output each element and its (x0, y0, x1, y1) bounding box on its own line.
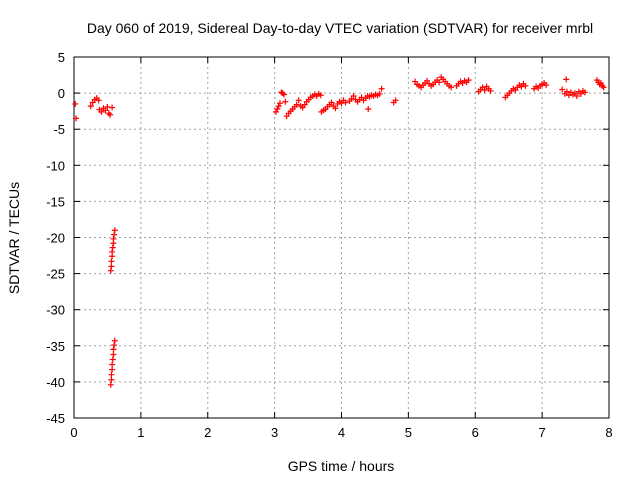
data-point (109, 244, 116, 251)
x-tick-label: 4 (338, 425, 345, 440)
data-point (107, 267, 114, 274)
data-point (342, 99, 349, 106)
x-tick-label: 6 (472, 425, 479, 440)
data-point (563, 88, 570, 95)
x-tick-label: 5 (405, 425, 412, 440)
data-points (72, 74, 607, 388)
data-point (328, 99, 335, 106)
x-tick-label: 3 (271, 425, 278, 440)
data-point (600, 84, 607, 91)
data-point (102, 107, 109, 114)
data-point (274, 105, 281, 112)
data-point (109, 248, 116, 255)
gridlines (74, 57, 609, 418)
x-axis-label: GPS time / hours (288, 458, 395, 474)
y-tick-label: -25 (46, 267, 65, 282)
data-point (481, 87, 488, 94)
data-point (110, 235, 117, 242)
data-point (317, 92, 324, 99)
data-point (487, 87, 494, 94)
y-tick-label: -10 (46, 158, 65, 173)
x-tick-labels: 0 1 2 3 4 5 6 7 8 (70, 425, 612, 440)
chart-title: Day 060 of 2019, Sidereal Day-to-day VTE… (87, 20, 593, 36)
data-point (108, 371, 115, 378)
x-tick-label: 8 (605, 425, 612, 440)
y-tick-label: -20 (46, 231, 65, 246)
data-point (108, 258, 115, 265)
data-point (272, 108, 279, 115)
y-axis-label: SDTVAR / TECUs (6, 182, 22, 294)
axis-ticks (73, 56, 610, 419)
data-point (111, 337, 118, 344)
data-point (107, 381, 114, 388)
data-point (108, 263, 115, 270)
data-point (109, 366, 116, 373)
data-point (581, 89, 588, 96)
data-point (87, 103, 94, 110)
data-point (295, 97, 302, 104)
data-point (104, 103, 111, 110)
data-point (465, 77, 472, 84)
data-point (280, 91, 287, 98)
data-point (109, 356, 116, 363)
data-point (107, 111, 114, 118)
data-point (376, 90, 383, 97)
x-tick-label: 2 (204, 425, 211, 440)
data-point (378, 85, 385, 92)
data-point (110, 351, 117, 358)
data-point (436, 79, 443, 86)
data-point (95, 97, 102, 104)
y-tick-label: -40 (46, 375, 65, 390)
data-point (448, 84, 455, 91)
data-point (110, 346, 117, 353)
data-point (282, 98, 289, 105)
y-tick-label: -30 (46, 303, 65, 318)
data-point (109, 361, 116, 368)
y-tick-label: -5 (53, 122, 65, 137)
y-tick-label: 0 (58, 86, 65, 101)
y-tick-label: -45 (46, 411, 65, 426)
data-point (332, 105, 339, 112)
y-tick-label: 5 (58, 50, 65, 65)
data-point (522, 82, 529, 89)
y-tick-labels: 5 0 -5 -10 -15 -20 -25 -30 -35 -40 -45 (46, 50, 65, 426)
data-point (543, 82, 550, 89)
x-tick-label: 7 (539, 425, 546, 440)
data-point (597, 79, 604, 86)
data-point (275, 103, 282, 110)
x-tick-label: 0 (70, 425, 77, 440)
data-point (350, 92, 357, 99)
data-point (111, 227, 118, 234)
data-point (108, 376, 115, 383)
y-tick-label: -15 (46, 194, 65, 209)
data-point (98, 108, 105, 115)
data-point (73, 115, 80, 122)
y-tick-label: -35 (46, 339, 65, 354)
data-point (573, 92, 580, 99)
data-point (72, 100, 79, 107)
x-tick-label: 1 (137, 425, 144, 440)
data-point (559, 86, 566, 93)
data-point (392, 97, 399, 104)
data-point (111, 342, 118, 349)
data-point (111, 231, 118, 238)
data-point (293, 101, 300, 108)
data-point (109, 104, 116, 111)
data-point (276, 100, 283, 107)
data-point (563, 76, 570, 83)
data-point (365, 105, 372, 112)
